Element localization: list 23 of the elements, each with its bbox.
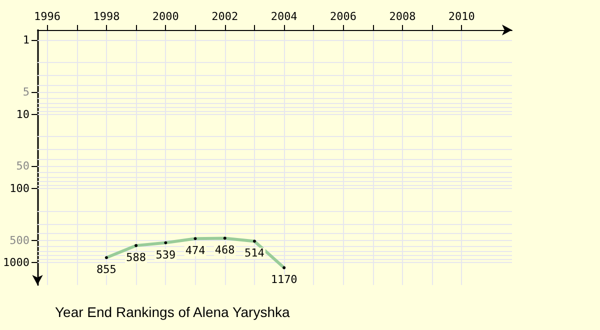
data-label: 855 (96, 263, 116, 276)
y-tick-label: 500 (10, 234, 30, 247)
x-tick-label: 2000 (152, 10, 179, 23)
data-label: 468 (214, 244, 235, 257)
data-label: 588 (126, 251, 146, 264)
y-tick-label: 10 (16, 108, 30, 121)
y-tick-label: 1 (22, 34, 30, 47)
y-tick-label: 50 (16, 160, 30, 173)
data-label: 1170 (270, 273, 298, 286)
x-tick-label: 2006 (330, 10, 357, 23)
x-tick-label: 2008 (389, 10, 416, 23)
data-label: 474 (185, 244, 206, 258)
x-tick-label: 2010 (448, 10, 475, 23)
x-tick-label: 2004 (270, 10, 298, 23)
y-tick-label: 100 (10, 182, 30, 195)
data-label: 514 (244, 246, 265, 260)
text: Year End Rankings of Alena Yaryshka (55, 304, 290, 320)
data-label: 539 (156, 248, 176, 262)
x-tick-label: 1996 (34, 10, 61, 23)
x-tick-label: 2002 (212, 10, 238, 23)
y-tick-label: 1000 (2, 256, 30, 270)
y-tick-label: 5 (22, 85, 30, 98)
x-tick-label: 1998 (93, 10, 120, 23)
